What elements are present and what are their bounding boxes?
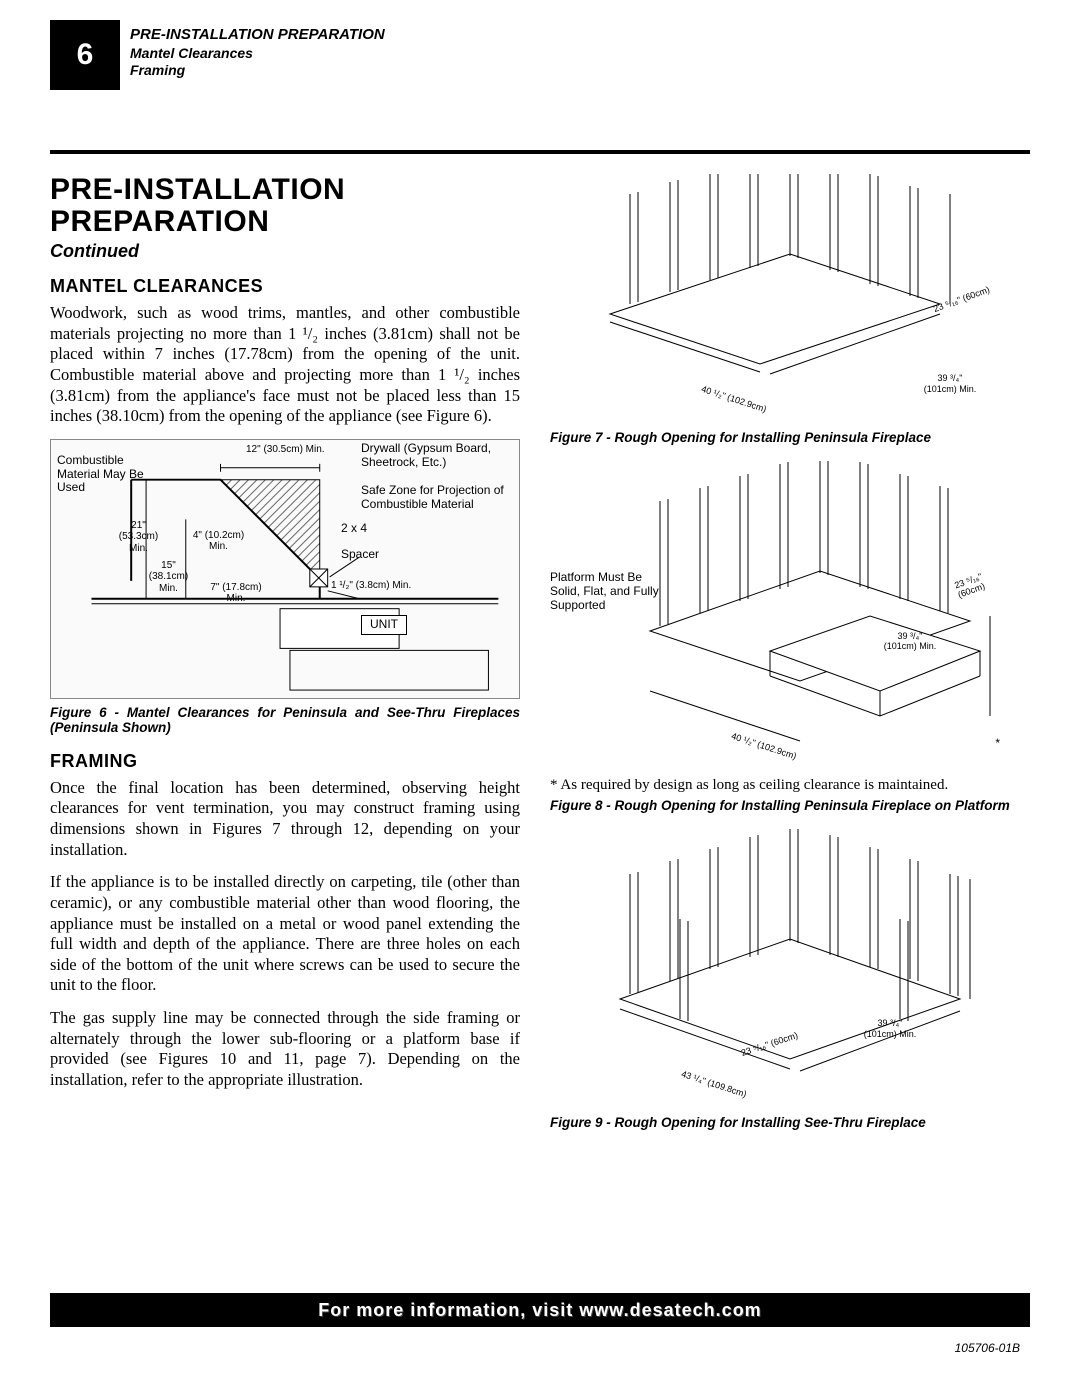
fig6-spacer: Spacer [341, 548, 379, 562]
fig6-safezone: Safe Zone for Projection of Combustible … [361, 484, 511, 512]
figure-9-caption: Figure 9 - Rough Opening for Installing … [550, 1115, 1020, 1130]
figure-6: Combustible Material May Be Used 12" (30… [50, 439, 520, 699]
page-header: 6 PRE-INSTALLATION PREPARATION Mantel Cl… [50, 20, 1030, 90]
header-line-2: Mantel Clearances [130, 45, 385, 63]
fig9-d3: 39 ³/₄" (101cm) Min. [860, 1018, 920, 1039]
main-title-line-2: PREPARATION [50, 206, 520, 238]
figure-9: 23 ⁵/₁₆" (60cm) 43 ¹/₄" (109.8cm) 39 ³/₄… [550, 829, 1020, 1109]
figure-8-svg [550, 461, 1020, 771]
footer-text: For more information, visit www.desatech… [318, 1300, 761, 1321]
mantel-paragraph: Woodwork, such as wood trims, mantles, a… [50, 303, 520, 427]
horizontal-rule [50, 150, 1030, 154]
header-line-3: Framing [130, 62, 385, 80]
fig7-d3: 39 ³/₄" (101cm) Min. [920, 373, 980, 394]
continued-label: Continued [50, 241, 520, 262]
fig8-star: * [995, 737, 1000, 751]
figure-8-caption: Figure 8 - Rough Opening for Installing … [550, 798, 1020, 813]
page-number-box: 6 [50, 20, 120, 90]
figure-7-caption: Figure 7 - Rough Opening for Installing … [550, 430, 1020, 445]
framing-heading: FRAMING [50, 751, 520, 772]
fig6-twentyone: 21" (53.3cm) Min. [111, 520, 166, 555]
page-number: 6 [77, 38, 94, 72]
figure-9-svg [550, 829, 1020, 1109]
document-id: 105706-01B [955, 1341, 1020, 1355]
figure-8-note: * As required by design as long as ceili… [550, 777, 1020, 794]
figure-7: 23 ⁵/₁₆" (60cm) 40 ¹/₂" (102.9cm) 39 ³/₄… [550, 174, 1020, 424]
framing-p3: The gas supply line may be connected thr… [50, 1008, 520, 1091]
fig6-twelve: 12" (30.5cm) Min. [246, 444, 325, 456]
fig8-d3: 39 ³/₄" (101cm) Min. [880, 631, 940, 652]
fig6-seven: 7" (17.8cm) Min. [201, 582, 271, 605]
mantel-heading: MANTEL CLEARANCES [50, 276, 520, 297]
fig6-drywall: Drywall (Gypsum Board, Sheetrock, Etc.) [361, 442, 511, 470]
fig6-onehalf: 1 ¹/₂" (3.8cm) Min. [331, 580, 421, 592]
figure-8: Platform Must Be Solid, Flat, and Fully … [550, 461, 1020, 771]
fig6-twobyfour: 2 x 4 [341, 522, 367, 536]
framing-p2: If the appliance is to be installed dire… [50, 872, 520, 996]
header-text: PRE-INSTALLATION PREPARATION Mantel Clea… [120, 20, 385, 90]
fig8-platform: Platform Must Be Solid, Flat, and Fully … [550, 571, 670, 612]
header-line-1: PRE-INSTALLATION PREPARATION [130, 26, 385, 45]
figure-6-caption: Figure 6 - Mantel Clearances for Peninsu… [50, 705, 520, 735]
footer-bar: For more information, visit www.desatech… [50, 1293, 1030, 1327]
fig6-combustible: Combustible Material May Be Used [57, 454, 167, 495]
fig6-four: 4" (10.2cm) Min. [191, 530, 246, 553]
fig6-fifteen: 15" (38.1cm) Min. [141, 560, 196, 595]
fig6-unit: UNIT [361, 615, 407, 635]
framing-p1: Once the final location has been determi… [50, 778, 520, 861]
main-title-line-1: PRE-INSTALLATION [50, 174, 520, 206]
